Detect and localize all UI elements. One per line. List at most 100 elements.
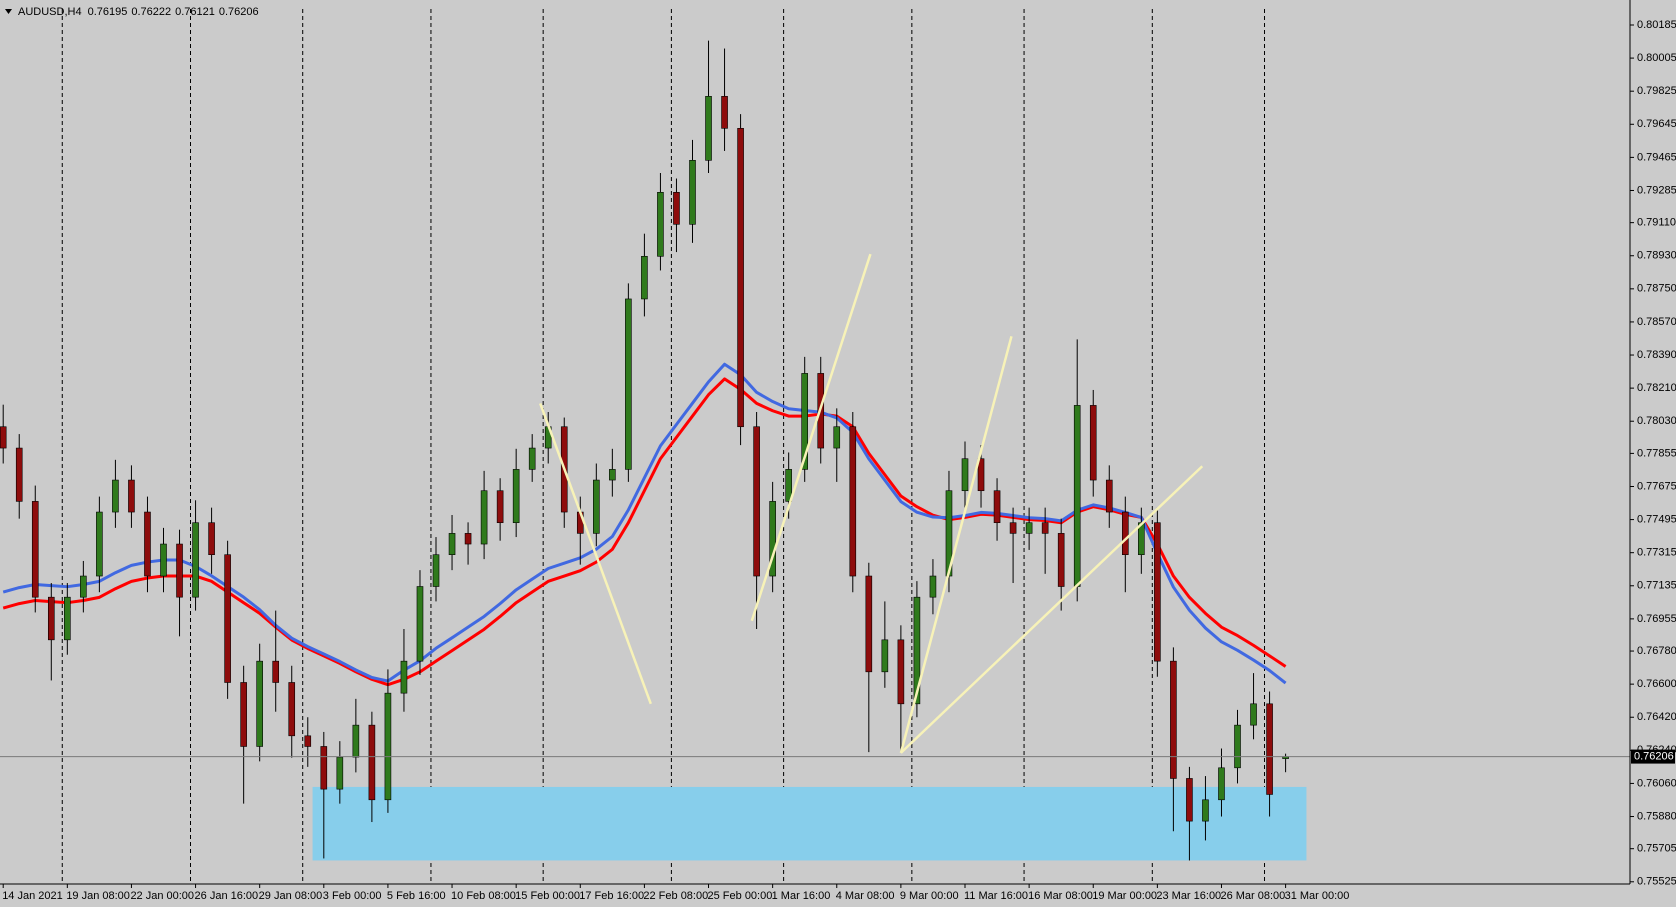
- candle-body: [96, 511, 103, 577]
- y-tick-label: 0.76060: [1637, 777, 1676, 789]
- y-tick-label: 0.78750: [1637, 283, 1676, 295]
- trendline: [899, 335, 1013, 754]
- y-tick-label: 0.77855: [1637, 447, 1676, 459]
- candle-body: [15, 447, 23, 502]
- candle-body: [1009, 522, 1017, 534]
- x-tick-label: 15 Feb 00:00: [515, 890, 580, 902]
- candle-body: [1154, 522, 1161, 662]
- candle-body: [1105, 479, 1113, 513]
- candle-body: [47, 596, 55, 641]
- x-tick-label: 14 Jan 2021: [2, 890, 63, 902]
- candle-body: [1041, 522, 1049, 534]
- candle-body: [1202, 799, 1209, 822]
- candle-body: [448, 533, 456, 556]
- y-tick-label: 0.78390: [1637, 349, 1676, 361]
- candle-body: [208, 522, 215, 556]
- candle-body: [144, 511, 151, 577]
- y-tick-label: 0.77135: [1637, 580, 1676, 592]
- candle-body: [80, 575, 87, 598]
- y-tick-label: 0.80005: [1637, 52, 1676, 64]
- candle-body: [1186, 778, 1193, 822]
- y-tick-label: 0.78210: [1637, 382, 1676, 394]
- x-tick-label: 1 Mar 16:00: [772, 890, 831, 902]
- x-tick-label: 26 Jan 16:00: [195, 890, 259, 902]
- candle-body: [881, 639, 889, 673]
- candle-layer: [0, 40, 1289, 861]
- candle-body: [625, 298, 632, 470]
- x-tick-label: 23 Mar 16:00: [1156, 890, 1221, 902]
- trendline: [900, 465, 1204, 754]
- y-tick-label: 0.77495: [1637, 513, 1676, 525]
- candle-body: [240, 682, 247, 747]
- candle-body: [464, 533, 472, 545]
- candle-body: [833, 426, 841, 449]
- candle-body: [1025, 522, 1033, 534]
- candle-body: [0, 426, 7, 449]
- y-tick-label: 0.75525: [1637, 876, 1676, 888]
- candle-body: [304, 735, 312, 747]
- candle-body: [721, 96, 728, 129]
- candle-body: [961, 458, 969, 492]
- x-tick-label: 4 Mar 08:00: [836, 890, 895, 902]
- x-tick-label: 5 Feb 16:00: [387, 890, 446, 902]
- candle-body: [31, 501, 39, 598]
- y-tick-label: 0.76420: [1637, 711, 1676, 723]
- header-high: 0.76222: [131, 6, 171, 18]
- candle-body: [1073, 405, 1081, 587]
- trendline: [539, 402, 652, 705]
- candle-body: [512, 469, 520, 524]
- candle-body: [192, 522, 199, 598]
- trendline: [750, 253, 872, 622]
- candle-body: [256, 660, 263, 747]
- overlay-layer: [0, 253, 1630, 758]
- candle-body: [929, 575, 937, 598]
- candle-body: [673, 192, 680, 225]
- candle-body: [1250, 703, 1257, 726]
- candle-body: [689, 160, 696, 225]
- header-open: 0.76195: [88, 6, 128, 18]
- x-tick-label: 10 Feb 08:00: [451, 890, 516, 902]
- x-tick-label: 16 Mar 08:00: [1028, 890, 1093, 902]
- x-tick-label: 26 Mar 08:00: [1220, 890, 1285, 902]
- candle-body: [897, 639, 905, 705]
- header-low: 0.76121: [175, 6, 215, 18]
- menu-triangle[interactable]: [5, 9, 12, 14]
- candle-body: [288, 682, 296, 737]
- candle-body: [1089, 405, 1097, 481]
- candle-body: [1266, 703, 1273, 795]
- candle-body: [1234, 724, 1241, 769]
- candle-body: [368, 724, 376, 801]
- x-tick-label: 25 Feb 00:00: [708, 890, 773, 902]
- candle-body: [352, 724, 360, 758]
- y-tick-label: 0.77675: [1637, 480, 1676, 492]
- y-tick-label: 0.76780: [1637, 645, 1676, 657]
- candle-body: [64, 596, 71, 641]
- candle-body: [1057, 533, 1065, 587]
- candle-body: [336, 756, 344, 790]
- y-tick-label: 0.78030: [1637, 415, 1676, 427]
- candle-body: [384, 692, 392, 801]
- y-tick-label: 0.79110: [1637, 217, 1676, 229]
- candle-body: [753, 426, 760, 577]
- candle-body: [977, 458, 985, 492]
- candle-body: [641, 255, 648, 300]
- candle-body: [865, 575, 873, 673]
- candle-body: [400, 660, 408, 694]
- symbol: AUDUSD,H4: [18, 6, 82, 18]
- candle-body: [593, 479, 600, 534]
- x-tick-label: 22 Feb 08:00: [643, 890, 708, 902]
- moving-average: [2, 377, 1287, 687]
- y-tick-label: 0.76600: [1637, 678, 1676, 690]
- y-tick-label: 0.75880: [1637, 810, 1676, 822]
- chart-header: AUDUSD,H4 0.76195 0.76222 0.76121 0.76206: [18, 6, 259, 18]
- candle-body: [480, 490, 488, 545]
- ma-layer: [2, 362, 1287, 687]
- price-label: 0.76206: [1634, 750, 1674, 762]
- y-tick-label: 0.79285: [1637, 184, 1676, 196]
- y-tick-label: 0.75705: [1637, 843, 1676, 855]
- zone-layer: [312, 786, 1307, 861]
- candle-body: [801, 373, 809, 470]
- candle-body: [496, 490, 504, 524]
